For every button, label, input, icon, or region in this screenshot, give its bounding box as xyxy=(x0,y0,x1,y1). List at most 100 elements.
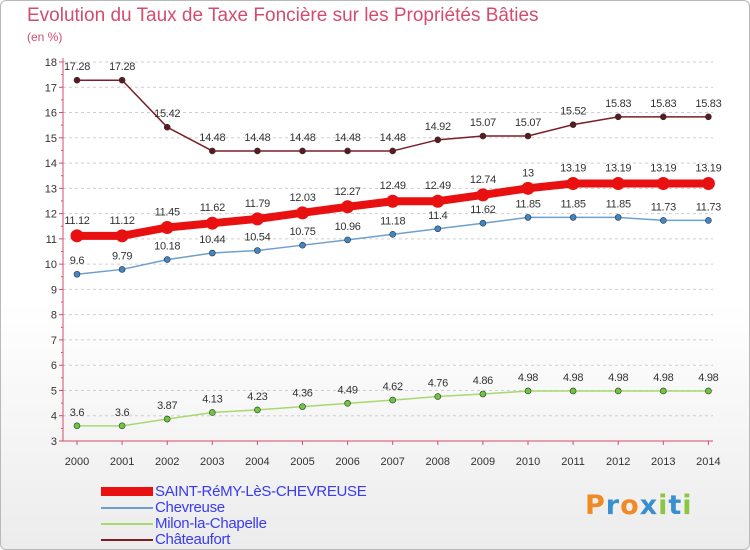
data-label-chateaufort: 14.48 xyxy=(380,132,406,144)
legend-label: Châteaufort xyxy=(155,531,231,548)
y-tick-label: 13 xyxy=(45,183,57,195)
y-tick-label: 8 xyxy=(51,310,57,322)
data-label-saint-remy-les-chevreuse: 11.79 xyxy=(245,198,270,210)
point-saint-remy-les-chevreuse xyxy=(566,177,580,191)
x-tick-label: 2002 xyxy=(155,456,179,468)
data-label-milon-la-chapelle: 4.98 xyxy=(518,372,538,384)
point-chevreuse xyxy=(524,214,532,221)
point-saint-remy-les-chevreuse xyxy=(656,177,670,191)
point-chateaufort xyxy=(299,147,306,155)
point-chateaufort xyxy=(479,132,487,140)
point-milon-la-chapelle xyxy=(163,415,171,423)
data-label-milon-la-chapelle: 4.98 xyxy=(608,372,628,384)
x-tick-label: 2009 xyxy=(471,456,495,468)
data-label-milon-la-chapelle: 3.6 xyxy=(115,407,130,419)
data-label-chateaufort: 14.48 xyxy=(244,132,270,144)
point-chevreuse xyxy=(389,231,397,238)
point-saint-remy-les-chevreuse xyxy=(250,212,264,226)
point-saint-remy-les-chevreuse xyxy=(611,177,625,191)
y-tick-label: 14 xyxy=(45,158,57,170)
proxiti-logo: Proxiti xyxy=(585,490,693,521)
point-saint-remy-les-chevreuse xyxy=(115,229,129,243)
point-chateaufort xyxy=(705,113,712,121)
point-saint-remy-les-chevreuse xyxy=(160,220,174,234)
point-chevreuse xyxy=(118,266,126,273)
data-label-milon-la-chapelle: 3.6 xyxy=(70,407,85,419)
y-tick-label: 12 xyxy=(45,209,57,221)
point-chevreuse xyxy=(163,256,171,263)
x-tick-label: 2007 xyxy=(380,456,404,468)
logo-letter: o xyxy=(620,490,640,521)
point-chateaufort xyxy=(434,136,442,144)
point-milon-la-chapelle xyxy=(434,393,442,400)
point-saint-remy-les-chevreuse xyxy=(701,177,715,191)
data-label-chateaufort: 15.83 xyxy=(650,98,676,110)
point-chevreuse xyxy=(705,217,712,224)
data-label-chateaufort: 15.52 xyxy=(560,106,586,118)
data-label-chateaufort: 15.42 xyxy=(154,108,180,120)
data-label-chevreuse: 11.62 xyxy=(470,204,495,216)
point-chevreuse xyxy=(434,225,442,233)
data-label-chateaufort: 14.48 xyxy=(335,132,361,144)
x-tick-label: 2014 xyxy=(696,456,720,468)
point-saint-remy-les-chevreuse xyxy=(70,229,84,243)
point-saint-remy-les-chevreuse xyxy=(386,194,400,208)
logo-letter: t xyxy=(668,490,683,521)
point-chevreuse xyxy=(299,241,306,249)
legend-swatch xyxy=(101,523,153,525)
x-tick-label: 2006 xyxy=(335,456,359,468)
point-chateaufort xyxy=(73,76,81,84)
data-label-milon-la-chapelle: 4.13 xyxy=(202,393,222,405)
y-tick-label: 5 xyxy=(51,385,57,397)
point-milon-la-chapelle xyxy=(254,406,261,414)
data-label-chateaufort: 15.07 xyxy=(515,117,541,129)
data-label-chateaufort: 14.48 xyxy=(199,132,225,144)
logo-letter: i xyxy=(658,490,669,521)
point-milon-la-chapelle xyxy=(299,403,306,410)
point-chevreuse xyxy=(569,214,577,221)
data-label-chevreuse: 10.75 xyxy=(289,226,315,238)
point-milon-la-chapelle xyxy=(73,422,81,430)
data-label-chevreuse: 9.6 xyxy=(70,255,85,267)
data-label-chevreuse: 10.18 xyxy=(154,241,180,253)
y-tick-label: 3 xyxy=(51,436,57,448)
y-tick-label: 18 xyxy=(45,57,57,69)
unit-label: (en %) xyxy=(27,30,63,44)
y-tick-label: 17 xyxy=(45,82,57,94)
data-label-milon-la-chapelle: 4.98 xyxy=(698,372,718,384)
point-milon-la-chapelle xyxy=(705,387,712,395)
data-label-milon-la-chapelle: 4.62 xyxy=(383,381,403,393)
point-chateaufort xyxy=(659,113,667,121)
data-label-chateaufort: 17.28 xyxy=(109,61,135,73)
point-chevreuse xyxy=(479,219,487,227)
x-tick-label: 2013 xyxy=(651,456,675,468)
legend-swatch xyxy=(101,507,153,509)
data-label-chevreuse: 11.85 xyxy=(606,198,631,210)
data-label-chevreuse: 9.79 xyxy=(112,250,132,262)
data-label-saint-remy-les-chevreuse: 13.19 xyxy=(605,163,631,175)
point-saint-remy-les-chevreuse xyxy=(341,200,355,214)
point-milon-la-chapelle xyxy=(118,422,126,430)
point-chevreuse xyxy=(344,236,351,244)
point-milon-la-chapelle xyxy=(569,387,577,395)
data-label-saint-remy-les-chevreuse: 11.12 xyxy=(109,215,134,227)
data-label-saint-remy-les-chevreuse: 13.19 xyxy=(650,163,676,175)
y-tick-label: 16 xyxy=(45,108,57,120)
legend-swatch xyxy=(101,487,153,496)
data-label-saint-remy-les-chevreuse: 11.62 xyxy=(200,202,225,214)
point-milon-la-chapelle xyxy=(524,387,532,395)
data-label-saint-remy-les-chevreuse: 11.45 xyxy=(155,206,180,218)
data-label-chevreuse: 10.96 xyxy=(335,221,361,233)
point-chevreuse xyxy=(254,247,261,254)
point-chateaufort xyxy=(614,113,622,121)
data-label-milon-la-chapelle: 4.23 xyxy=(247,391,267,403)
point-chevreuse xyxy=(614,214,622,221)
point-chevreuse xyxy=(659,217,667,224)
y-tick-label: 15 xyxy=(45,133,57,145)
point-milon-la-chapelle xyxy=(659,387,667,395)
logo-letter: x xyxy=(639,490,659,521)
x-tick-label: 2000 xyxy=(65,456,89,468)
x-tick-label: 2012 xyxy=(606,456,630,468)
point-chateaufort xyxy=(524,132,532,140)
